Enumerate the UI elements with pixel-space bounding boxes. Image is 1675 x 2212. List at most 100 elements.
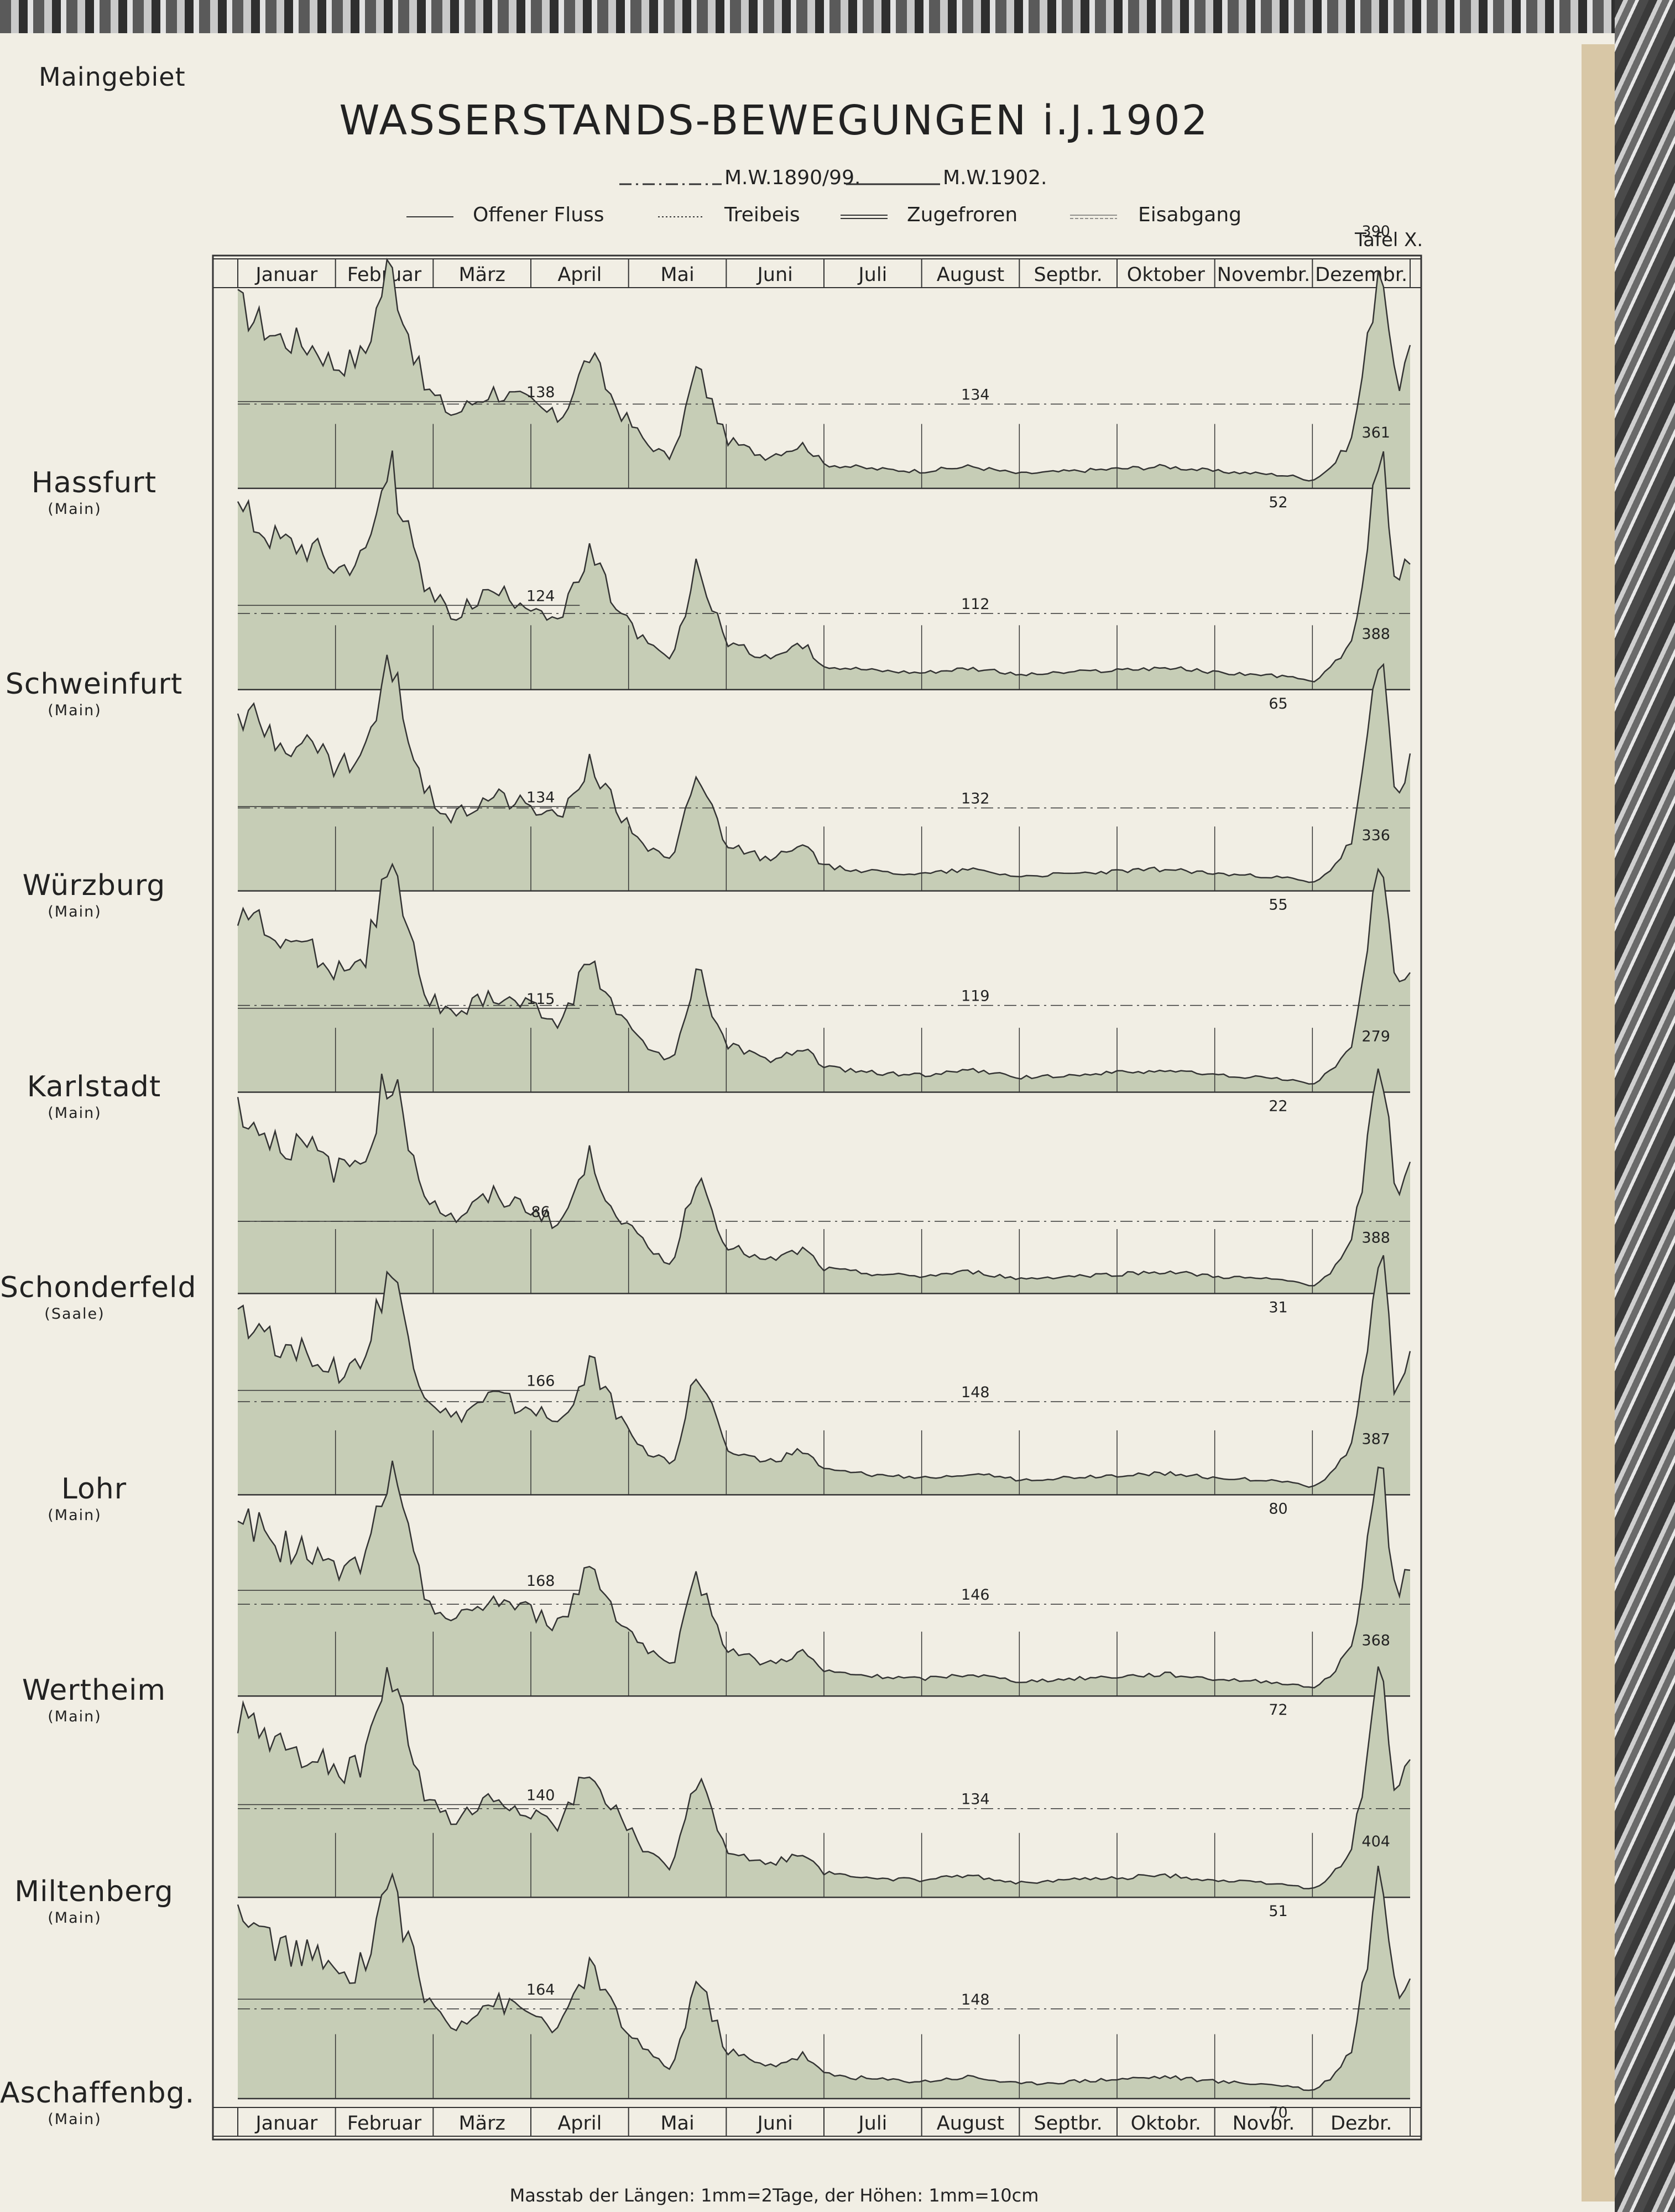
station-panel-8 xyxy=(237,1865,1411,2100)
station-name: Aschaffenbg. xyxy=(0,2076,195,2110)
min-value-label: 70 xyxy=(1269,2104,1287,2121)
min-value-label: 51 xyxy=(1269,1903,1287,1920)
legend-ice-label: Eisabgang xyxy=(1138,204,1241,226)
bottom-month-label: Septbr. xyxy=(1034,2112,1103,2135)
legend-ice-label: Treibeis xyxy=(724,204,800,226)
top-month-label: Mai xyxy=(660,264,694,286)
station-river: (Main) xyxy=(48,500,102,518)
top-month-label: März xyxy=(458,264,505,286)
mean-value-label: 112 xyxy=(961,596,990,613)
marbled-top-edge xyxy=(0,0,1615,33)
legend-ice-label: Offener Fluss xyxy=(473,204,604,226)
bottom-month-label: März xyxy=(458,2112,505,2135)
max-value-label: 387 xyxy=(1361,1430,1390,1448)
max-value-label: 368 xyxy=(1361,1632,1390,1649)
scale-note: Masstab der Längen: 1mm=2Tage, der Höhen… xyxy=(509,2185,1039,2206)
max-value-label: 388 xyxy=(1361,1230,1390,1247)
top-month-label: April xyxy=(557,264,602,286)
station-panel-2 xyxy=(237,654,1411,892)
segment-value-label: 134 xyxy=(526,789,555,806)
station-name: Schonderfeld xyxy=(0,1271,197,1305)
station-river: (Main) xyxy=(48,903,102,920)
bottom-month-label: Dezbr. xyxy=(1330,2112,1392,2135)
min-value-label: 22 xyxy=(1269,1098,1287,1115)
top-month-label: Juni xyxy=(756,264,792,286)
top-month-label: Januar xyxy=(254,264,318,286)
mean-value-label: 148 xyxy=(961,1991,990,2008)
top-month-label: Juli xyxy=(857,264,887,286)
bottom-month-label: Februar xyxy=(347,2112,422,2135)
bottom-month-label: Oktobr. xyxy=(1131,2112,1201,2135)
station-river: (Main) xyxy=(48,1507,102,1524)
bottom-month-label: Mai xyxy=(660,2112,694,2135)
max-value-label: 279 xyxy=(1361,1028,1390,1045)
station-panel-4 xyxy=(237,1068,1411,1294)
bottom-month-label: Novbr. xyxy=(1233,2112,1295,2135)
max-value-label: 404 xyxy=(1361,1833,1390,1850)
max-value-label: 361 xyxy=(1361,424,1390,441)
station-panel-3 xyxy=(237,862,1411,1093)
top-month-label: Novembr. xyxy=(1217,264,1310,286)
segment-value-label: 166 xyxy=(526,1373,555,1390)
top-month-label: Oktober xyxy=(1127,264,1206,286)
segment-value-label: 168 xyxy=(526,1573,555,1590)
station-panel-0 xyxy=(237,257,1411,490)
min-value-label: 31 xyxy=(1269,1299,1287,1316)
station-name: Lohr xyxy=(61,1472,127,1506)
station-name: Wertheim xyxy=(22,1674,166,1708)
station-river: (Main) xyxy=(48,1104,102,1122)
page-edge xyxy=(1582,44,1615,2201)
mean-value-label: 146 xyxy=(961,1586,990,1604)
station-river: (Saale) xyxy=(44,1305,105,1323)
chart-frame xyxy=(212,254,1422,2141)
marbled-binding xyxy=(1615,0,1675,2212)
segment-value-label: 86 xyxy=(531,1204,550,1221)
station-river: (Main) xyxy=(48,701,102,719)
bottom-month-label: Januar xyxy=(254,2112,318,2135)
segment-value-label: 138 xyxy=(526,384,555,401)
station-name: Karlstadt xyxy=(27,1070,161,1104)
segment-value-label: 140 xyxy=(526,1787,555,1804)
station-name: Würzburg xyxy=(22,868,166,902)
max-value-label: 336 xyxy=(1361,827,1390,844)
segment-value-label: 124 xyxy=(526,587,555,605)
bottom-month-label: August xyxy=(937,2112,1004,2135)
station-panel-5 xyxy=(237,1255,1411,1496)
top-month-label: August xyxy=(937,264,1004,286)
mean-value-label: 148 xyxy=(961,1384,990,1401)
station-river: (Main) xyxy=(48,2111,102,2128)
bottom-month-label: Juni xyxy=(756,2112,792,2135)
station-river: (Main) xyxy=(48,1909,102,1927)
legend-mean-1902-label: M.W.1902. xyxy=(943,166,1047,189)
region-label: Maingebiet xyxy=(39,62,186,92)
min-value-label: 55 xyxy=(1269,897,1287,914)
station-name: Miltenberg xyxy=(14,1875,174,1909)
min-value-label: 52 xyxy=(1269,494,1287,511)
station-panel-1 xyxy=(237,450,1411,691)
mean-value-label: 119 xyxy=(961,988,990,1005)
min-value-label: 65 xyxy=(1269,695,1287,712)
top-month-label: Septbr. xyxy=(1034,264,1103,286)
legend-ice-label: Zugefroren xyxy=(907,204,1017,226)
mean-value-label: 134 xyxy=(961,1791,990,1808)
bottom-month-label: April xyxy=(557,2112,602,2135)
segment-value-label: 164 xyxy=(526,1981,555,1998)
bottom-month-label: Juli xyxy=(857,2112,887,2135)
station-name: Hassfurt xyxy=(31,466,157,499)
min-value-label: 80 xyxy=(1269,1500,1287,1517)
min-value-label: 72 xyxy=(1269,1701,1287,1719)
legend-mean-1890-label: M.W.1890/99. xyxy=(724,166,860,189)
plate-number: Tafel X. xyxy=(1355,229,1423,251)
station-river: (Main) xyxy=(48,1708,102,1726)
station-panel-6 xyxy=(237,1460,1411,1697)
station-name: Schweinfurt xyxy=(5,667,183,701)
max-value-label: 388 xyxy=(1361,626,1390,643)
station-panel-7 xyxy=(237,1666,1411,1898)
mean-value-label: 134 xyxy=(961,387,990,404)
top-month-label: Dezembr. xyxy=(1315,264,1407,286)
max-value-label: 390 xyxy=(1361,223,1390,240)
chart-title: WASSERSTANDS-BEWEGUNGEN i.J.1902 xyxy=(339,97,1209,144)
segment-value-label: 115 xyxy=(526,991,555,1008)
mean-value-label: 132 xyxy=(961,790,990,808)
